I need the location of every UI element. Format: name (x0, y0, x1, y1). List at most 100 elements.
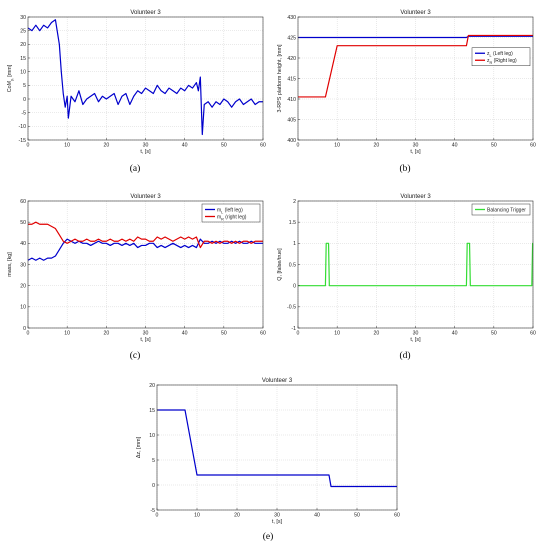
series-line-c-0 (27, 238, 263, 261)
y-tick-label: -1 (291, 326, 296, 332)
y-tick-label: -15 (19, 138, 27, 144)
series-line-d-0 (298, 242, 534, 287)
x-tick-label: 20 (103, 143, 109, 149)
y-tick-label: 0.5 (289, 262, 296, 268)
x-tick-label: 0 (297, 331, 300, 337)
y-tick-label: 30 (20, 262, 26, 268)
x-axis-label: t, [s] (140, 149, 151, 155)
y-tick-label: 10 (20, 69, 26, 75)
chart-title: Volunteer 3 (130, 10, 161, 16)
y-tick-label: 10 (149, 433, 155, 439)
legend: mL (left leg)mR (right leg) (201, 203, 261, 223)
series-line-e-0 (157, 409, 397, 488)
legend: Balancing Trigger (471, 203, 531, 216)
chart-d: 0 10 20 30 40 50 60 -1 -0.5 0 0.5 1 1.5 2 Volunteer 3 t… (277, 194, 536, 343)
legend-entry: mR (right leg) (217, 214, 247, 221)
y-tick-label: 0 (152, 483, 155, 489)
y-tick-label: 20 (20, 283, 26, 289)
legend-entry: mL (left leg) (217, 207, 243, 214)
x-tick-label: 30 (274, 513, 280, 519)
legend-entry: Balancing Trigger (487, 207, 526, 213)
y-tick-label: 0 (293, 283, 296, 289)
x-tick-label: 10 (334, 143, 340, 149)
x-tick-label: 60 (530, 331, 536, 337)
chart-title: Volunteer 3 (262, 378, 293, 384)
x-tick-label: 0 (156, 513, 159, 519)
x-tick-label: 60 (394, 513, 400, 519)
panel-caption: (d) (399, 350, 410, 361)
series-line-c-1 (28, 221, 263, 249)
x-tick-label: 30 (143, 331, 149, 337)
y-axis-label: 3-RPS platform height, [mm] (277, 44, 283, 113)
legend-box (471, 203, 531, 216)
series-line-b-0 (298, 35, 533, 39)
x-axis-label: t, [s] (410, 149, 421, 155)
chart-c: 0 10 20 30 40 50 60 0 10 20 30 40 50 60 Volunteer 3 t, … (7, 194, 266, 343)
x-tick-label: 20 (373, 331, 379, 337)
x-tick-label: 60 (260, 331, 266, 337)
y-tick-label: -10 (19, 124, 27, 130)
x-axis-label: t, [s] (140, 337, 151, 343)
y-tick-label: 5 (23, 83, 26, 89)
x-tick-label: 10 (334, 331, 340, 337)
y-tick-label: 415 (287, 76, 296, 82)
panel-caption: (a) (130, 163, 141, 174)
x-tick-label: 10 (194, 513, 200, 519)
x-tick-label: 30 (413, 143, 419, 149)
x-axis-label: t, [s] (272, 519, 283, 525)
x-tick-label: 50 (354, 513, 360, 519)
series-line-a-0 (27, 19, 263, 136)
y-tick-label: 430 (287, 15, 296, 21)
chart-title: Volunteer 3 (400, 194, 431, 200)
y-axis-label: CoMy, [mm] (7, 64, 14, 92)
x-tick-label: 40 (182, 331, 188, 337)
x-tick-label: 50 (221, 143, 227, 149)
x-tick-label: 30 (413, 331, 419, 337)
chart-a: 0 10 20 30 40 50 60 -15 -10 -5 0 5 10 15 20 25 30 Volunte… (7, 10, 266, 155)
y-tick-label: 405 (287, 117, 296, 123)
panel-caption: (b) (399, 163, 410, 174)
x-tick-label: 40 (452, 143, 458, 149)
y-tick-label: 50 (20, 220, 26, 226)
y-tick-label: 1 (293, 241, 296, 247)
x-axis-label: t, [s] (410, 337, 421, 343)
y-tick-label: 20 (149, 383, 155, 389)
x-tick-label: 60 (260, 143, 266, 149)
x-tick-label: 0 (297, 143, 300, 149)
x-tick-label: 40 (452, 331, 458, 337)
y-tick-label: -5 (21, 110, 26, 116)
y-tick-label: 1.5 (289, 220, 296, 226)
y-tick-label: -0.5 (287, 305, 296, 311)
y-tick-label: 60 (20, 199, 26, 205)
y-tick-label: 2 (293, 199, 296, 205)
chart-title: Volunteer 3 (130, 194, 161, 200)
x-tick-label: 20 (373, 143, 379, 149)
y-axis-label: mass, [kg] (7, 252, 13, 277)
y-tick-label: 5 (152, 458, 155, 464)
x-tick-label: 20 (103, 331, 109, 337)
legend-entry: zR (Right leg) (487, 58, 517, 65)
x-tick-label: 0 (27, 331, 30, 337)
y-tick-label: 15 (20, 56, 26, 62)
y-axis-label: Δz, [mm] (136, 436, 142, 458)
legend: zL (Left leg)zR (Right leg) (471, 47, 531, 66)
y-tick-label: 40 (20, 241, 26, 247)
y-tick-label: 15 (149, 408, 155, 414)
x-tick-label: 10 (64, 143, 70, 149)
panel-caption: (e) (263, 531, 274, 542)
y-tick-label: 420 (287, 56, 296, 62)
y-tick-label: 425 (287, 35, 296, 41)
x-tick-label: 60 (530, 143, 536, 149)
x-tick-label: 50 (491, 331, 497, 337)
y-axis-label: Q, [false/true] (277, 248, 283, 281)
y-tick-label: 25 (20, 28, 26, 34)
y-tick-label: 10 (20, 305, 26, 311)
legend-box (201, 203, 261, 223)
y-tick-label: 20 (20, 42, 26, 48)
legend-entry: zL (Left leg) (487, 51, 513, 58)
x-tick-label: 30 (143, 143, 149, 149)
chart-title: Volunteer 3 (400, 10, 431, 16)
y-tick-label: 400 (287, 138, 296, 144)
y-tick-label: 30 (20, 15, 26, 21)
y-tick-label: 410 (287, 97, 296, 103)
